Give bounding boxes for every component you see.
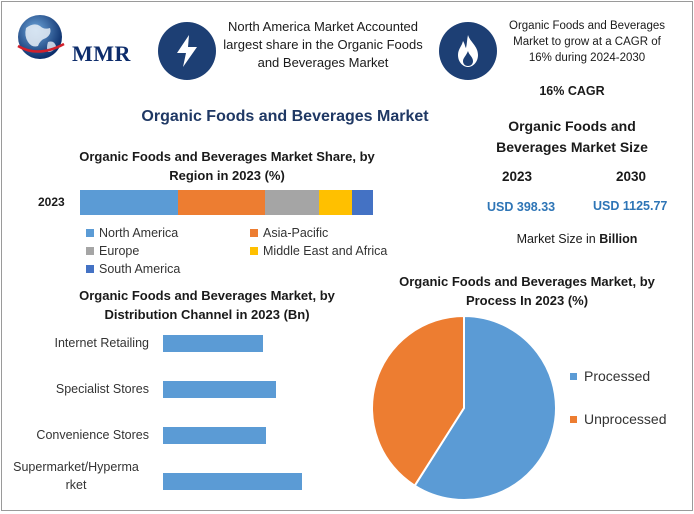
market-size-unit: Market Size in Billion xyxy=(482,232,672,246)
globe-icon xyxy=(17,15,65,59)
process-pie-chart xyxy=(371,314,557,501)
process-pie-legend: Processed Unprocessed xyxy=(570,368,667,454)
legend-item: Europe xyxy=(86,244,139,258)
pie-legend-item: Processed xyxy=(570,368,667,384)
main-title: Organic Foods and Beverages Market xyxy=(141,108,429,125)
distribution-chart-title: Organic Foods and Beverages Market, by D… xyxy=(79,288,335,322)
pie-legend-label: Unprocessed xyxy=(584,411,667,427)
value-2030: USD 1125.77 xyxy=(593,199,668,213)
legend-item: South America xyxy=(86,262,180,276)
distribution-bar xyxy=(163,381,276,398)
legend-label: Europe xyxy=(99,244,140,258)
market-size-title: Organic Foods and Beverages Market Size xyxy=(496,118,648,155)
distribution-category-label: Internet Retailing xyxy=(54,336,149,350)
distribution-category-label: Supermarket/Hyperma rket xyxy=(13,460,139,492)
legend-swatch xyxy=(86,247,94,255)
legend-swatch xyxy=(86,229,94,237)
unit-bold: Billion xyxy=(599,232,638,246)
lightning-bolt-icon xyxy=(158,22,216,80)
legend-swatch xyxy=(250,247,258,255)
distribution-category-label: Convenience Stores xyxy=(36,428,149,442)
pie-legend-swatch xyxy=(570,415,577,423)
mmr-logo: MMR xyxy=(12,12,142,67)
distribution-bar xyxy=(163,335,263,352)
stacked-segment-middle-east-and-africa xyxy=(318,190,353,215)
legend-item: Middle East and Africa xyxy=(250,244,387,258)
pie-legend-swatch xyxy=(570,372,577,380)
legend-label: Asia-Pacific xyxy=(263,226,329,240)
stacked-segment-asia-pacific xyxy=(178,190,265,215)
stacked-bar-category-label: 2023 xyxy=(38,195,65,209)
distribution-bar xyxy=(163,427,266,444)
legend-item: North America xyxy=(86,226,178,240)
header-right-text: Organic Foods and Beverages Market to gr… xyxy=(509,20,665,64)
region-stacked-bar xyxy=(80,190,373,215)
distribution-bar-chart: Internet Retailing Specialist Stores Conve… xyxy=(2,322,332,502)
stacked-segment-north-america xyxy=(80,190,179,215)
legend-label: South America xyxy=(99,262,181,276)
distribution-category-label: Specialist Stores xyxy=(55,382,149,396)
legend-label: Middle East and Africa xyxy=(263,244,388,258)
stacked-segment-south-america xyxy=(352,190,373,215)
unit-prefix: Market Size in xyxy=(516,232,600,246)
pie-slice-processed xyxy=(413,314,557,501)
distribution-bar xyxy=(163,473,302,490)
pie-legend-item: Unprocessed xyxy=(570,411,667,427)
flame-icon xyxy=(439,22,497,80)
legend-swatch xyxy=(86,265,94,273)
cagr-label: 16% CAGR xyxy=(539,84,605,98)
legend-label: North America xyxy=(99,226,179,240)
value-2023: USD 398.33 xyxy=(487,200,556,214)
pie-slice-unprocessed xyxy=(371,314,465,488)
stacked-segment-europe xyxy=(264,190,319,215)
year-2030-label: 2030 xyxy=(616,169,647,184)
logo-text: MMR xyxy=(72,41,131,66)
legend-swatch xyxy=(250,229,258,237)
legend-item: Asia-Pacific xyxy=(250,226,328,240)
process-pie-title: Organic Foods and Beverages Market, by P… xyxy=(399,274,655,308)
region-share-chart-title: Organic Foods and Beverages Market Share… xyxy=(79,149,375,183)
pie-legend-label: Processed xyxy=(584,368,651,384)
year-2023-label: 2023 xyxy=(502,169,533,184)
header-left-text: North America Market Accounted largest s… xyxy=(223,19,423,70)
